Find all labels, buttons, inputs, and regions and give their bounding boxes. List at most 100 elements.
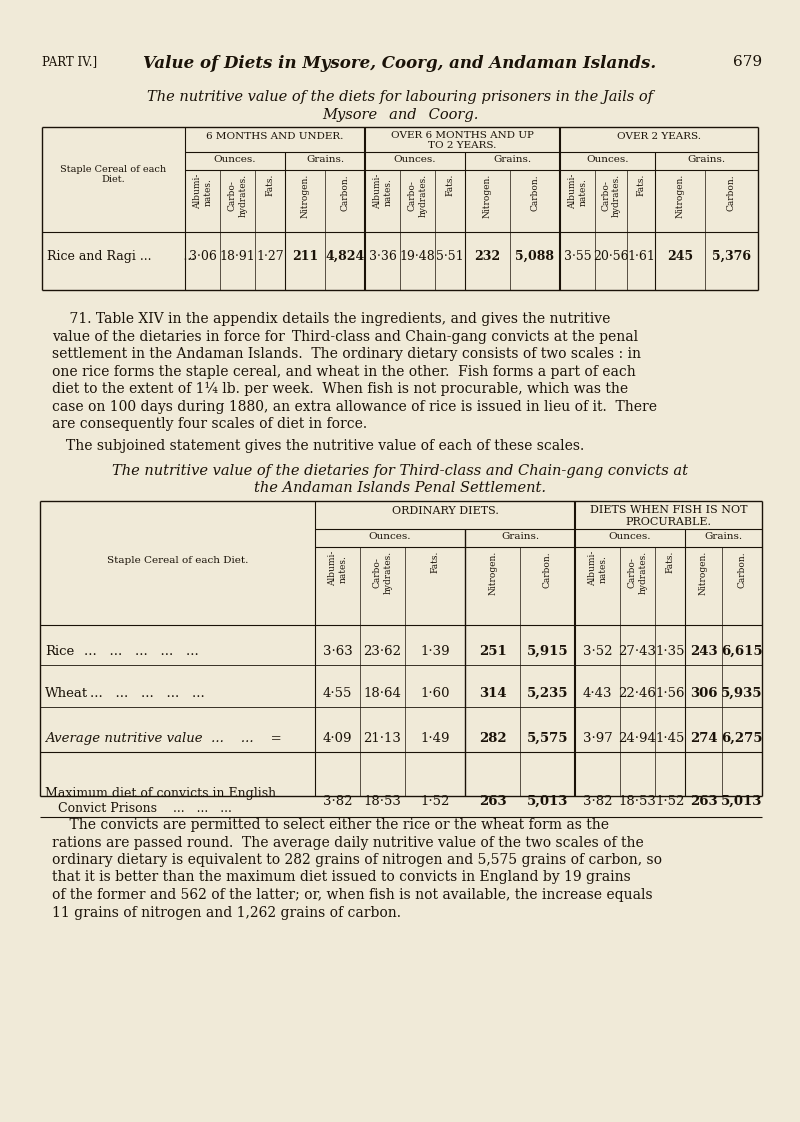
- Text: 1·35: 1·35: [655, 645, 685, 657]
- Text: 245: 245: [667, 250, 693, 263]
- Text: 18·64: 18·64: [363, 687, 402, 700]
- Text: Nitrogen.: Nitrogen.: [483, 174, 492, 219]
- Text: Nitrogen.: Nitrogen.: [301, 174, 310, 219]
- Text: 211: 211: [292, 250, 318, 263]
- Text: Fats.: Fats.: [666, 551, 674, 573]
- Text: ORDINARY DIETS.: ORDINARY DIETS.: [391, 506, 498, 516]
- Text: Ounces.: Ounces.: [369, 532, 411, 541]
- Text: 71. Table XIV in the appendix details the ingredients, and gives the nutritive: 71. Table XIV in the appendix details th…: [52, 312, 610, 327]
- Text: 22·46: 22·46: [618, 687, 657, 700]
- Text: 6,275: 6,275: [722, 732, 762, 745]
- Text: Nitrogen.: Nitrogen.: [675, 174, 685, 219]
- Text: DIETS WHEN FISH IS NOT
PROCURABLE.: DIETS WHEN FISH IS NOT PROCURABLE.: [590, 505, 747, 526]
- Text: 18·53: 18·53: [618, 795, 657, 808]
- Text: 1·49: 1·49: [420, 732, 450, 745]
- Text: Grains.: Grains.: [705, 532, 742, 541]
- Text: Ounces.: Ounces.: [586, 155, 629, 164]
- Text: Fats.: Fats.: [637, 174, 646, 196]
- Text: 3·36: 3·36: [369, 250, 397, 263]
- Text: Grains.: Grains.: [501, 532, 539, 541]
- Text: are consequently four scales of diet in force.: are consequently four scales of diet in …: [52, 417, 367, 431]
- Text: 1·60: 1·60: [420, 687, 450, 700]
- Text: The nutritive value of the diets for labouring prisoners in the Jails of: The nutritive value of the diets for lab…: [147, 90, 653, 104]
- Text: settlement in the Andaman Islands.  The ordinary dietary consists of two scales : settlement in the Andaman Islands. The o…: [52, 347, 641, 361]
- Text: 243: 243: [690, 645, 718, 657]
- Text: 1·56: 1·56: [655, 687, 685, 700]
- Text: Carbo-
hydrates.: Carbo- hydrates.: [373, 551, 392, 595]
- Text: 4·43: 4·43: [582, 687, 612, 700]
- Text: of the former and 562 of the latter; or, when fish is not available, the increas: of the former and 562 of the latter; or,…: [52, 888, 653, 902]
- Text: 3·52: 3·52: [582, 645, 612, 657]
- Text: The nutritive value of the dietaries for Third-class and Chain-gang convicts at: The nutritive value of the dietaries for…: [112, 465, 688, 478]
- Text: 18·53: 18·53: [363, 795, 402, 808]
- Text: Carbon.: Carbon.: [341, 174, 350, 211]
- Text: 20·56: 20·56: [593, 250, 629, 263]
- Text: ...   ...   ...   ...   ...: ... ... ... ... ...: [90, 687, 205, 700]
- Text: 282: 282: [478, 732, 506, 745]
- Text: Ounces.: Ounces.: [609, 532, 651, 541]
- Text: 3·63: 3·63: [322, 645, 352, 657]
- Text: 314: 314: [478, 687, 506, 700]
- Text: 5,935: 5,935: [722, 687, 762, 700]
- Text: Nitrogen.: Nitrogen.: [699, 551, 708, 596]
- Text: Carbo-
hydrates.: Carbo- hydrates.: [628, 551, 647, 595]
- Text: Value of Diets in Mysore, Coorg, and Andaman Islands.: Value of Diets in Mysore, Coorg, and And…: [143, 55, 657, 72]
- Text: 232: 232: [474, 250, 501, 263]
- Text: 1·39: 1·39: [420, 645, 450, 657]
- Text: Carbo-
hydrates.: Carbo- hydrates.: [408, 174, 427, 218]
- Text: 6 MONTHS AND UNDER.: 6 MONTHS AND UNDER.: [206, 132, 344, 141]
- Text: Albumi-
nates.: Albumi- nates.: [193, 174, 212, 210]
- Text: 21·13: 21·13: [363, 732, 402, 745]
- Text: 23·62: 23·62: [363, 645, 402, 657]
- Text: 5,575: 5,575: [526, 732, 568, 745]
- Text: 1·27: 1·27: [256, 250, 284, 263]
- Text: Fats.: Fats.: [430, 551, 439, 573]
- Text: Ounces.: Ounces.: [394, 155, 436, 164]
- Text: OVER 6 MONTHS AND UP
TO 2 YEARS.: OVER 6 MONTHS AND UP TO 2 YEARS.: [391, 131, 534, 150]
- Text: Rice and Ragi ...        ...: Rice and Ragi ... ...: [47, 250, 195, 263]
- Text: The convicts are permitted to select either the rice or the wheat form as the: The convicts are permitted to select eit…: [52, 818, 609, 833]
- Text: 27·43: 27·43: [618, 645, 657, 657]
- Text: Grains.: Grains.: [687, 155, 726, 164]
- Text: 3·82: 3·82: [582, 795, 612, 808]
- Text: Carbo-
hydrates.: Carbo- hydrates.: [602, 174, 621, 218]
- Text: Grains.: Grains.: [306, 155, 344, 164]
- Text: Ounces.: Ounces.: [214, 155, 256, 164]
- Text: one rice forms the staple cereal, and wheat in the other.  Fish forms a part of : one rice forms the staple cereal, and wh…: [52, 365, 636, 378]
- Text: 5,013: 5,013: [527, 795, 568, 808]
- Text: PART IV.]: PART IV.]: [42, 55, 97, 68]
- Text: Mysore  and  Coorg.: Mysore and Coorg.: [322, 108, 478, 122]
- Text: value of the dietaries in force for Third-class and Chain-gang convicts at the p: value of the dietaries in force for Thir…: [52, 330, 638, 343]
- Text: rations are passed round.  The average daily nutritive value of the two scales o: rations are passed round. The average da…: [52, 836, 644, 849]
- Text: The subjoined statement gives the nutritive value of each of these scales.: The subjoined statement gives the nutrit…: [66, 439, 584, 452]
- Text: 306: 306: [690, 687, 718, 700]
- Text: 3·55: 3·55: [564, 250, 591, 263]
- Text: 11 grains of nitrogen and 1,262 grains of carbon.: 11 grains of nitrogen and 1,262 grains o…: [52, 905, 401, 920]
- Text: that it is better than the maximum diet issued to convicts in England by 19 grai: that it is better than the maximum diet …: [52, 871, 630, 884]
- Text: 6,615: 6,615: [721, 645, 763, 657]
- Text: 3·82: 3·82: [322, 795, 352, 808]
- Text: 4·09: 4·09: [322, 732, 352, 745]
- Text: 5,915: 5,915: [526, 645, 568, 657]
- Text: 263: 263: [690, 795, 718, 808]
- Text: Fats.: Fats.: [446, 174, 454, 196]
- Text: Albumi-
nates.: Albumi- nates.: [373, 174, 392, 210]
- Text: the Andaman Islands Penal Settlement.: the Andaman Islands Penal Settlement.: [254, 481, 546, 495]
- Text: 1·61: 1·61: [627, 250, 655, 263]
- Text: 5,235: 5,235: [526, 687, 568, 700]
- Text: Average nutritive value  ...    ...    =: Average nutritive value ... ... =: [45, 732, 282, 745]
- Text: 3·97: 3·97: [582, 732, 612, 745]
- Text: 18·91: 18·91: [220, 250, 255, 263]
- Text: 4,824: 4,824: [326, 250, 365, 263]
- Text: 274: 274: [690, 732, 718, 745]
- Text: Staple Cereal of each
Diet.: Staple Cereal of each Diet.: [61, 165, 166, 184]
- Text: Carbon.: Carbon.: [738, 551, 746, 588]
- Text: 251: 251: [478, 645, 506, 657]
- Text: Albumi-
nates.: Albumi- nates.: [568, 174, 587, 210]
- Text: 5,376: 5,376: [712, 250, 751, 263]
- Text: Wheat: Wheat: [45, 687, 88, 700]
- Text: 24·94: 24·94: [618, 732, 657, 745]
- Text: Maximum diet of convicts in English: Maximum diet of convicts in English: [45, 787, 276, 800]
- Text: 1·52: 1·52: [420, 795, 450, 808]
- Text: 1·52: 1·52: [655, 795, 685, 808]
